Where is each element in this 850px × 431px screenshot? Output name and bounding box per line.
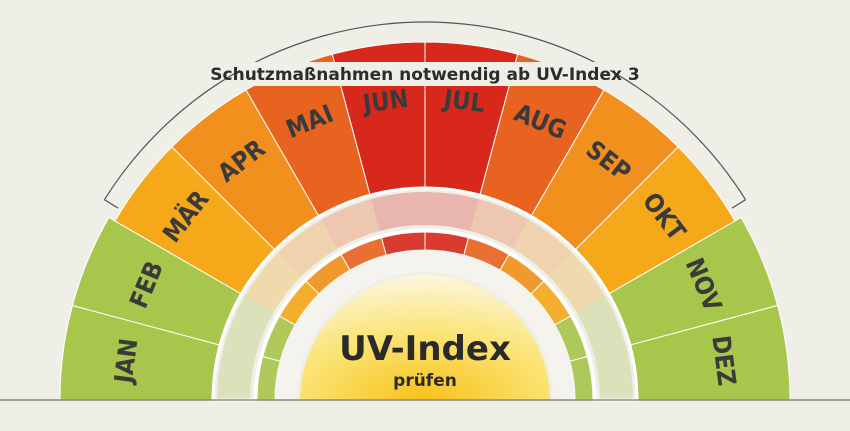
center-subtitle: prüfen [393, 371, 457, 391]
guide-tick [731, 199, 746, 209]
daily-band [321, 199, 380, 249]
guide-tick [104, 199, 119, 209]
daily-band [576, 296, 626, 355]
title-backdrop [240, 62, 610, 86]
daily-band [548, 252, 606, 313]
ring-frame [275, 250, 575, 400]
header-title: Schutzmaßnahmen notwendig ab UV-Index 3 [210, 65, 639, 85]
daily-band [217, 346, 256, 400]
daily-band [425, 192, 479, 231]
month-label: DEZ [706, 334, 741, 388]
daily-band [277, 219, 338, 277]
daily-band [224, 296, 274, 355]
month-label: JUL [440, 84, 486, 118]
sun [300, 275, 550, 400]
daily-band [470, 199, 529, 249]
month-label: JAN [109, 337, 144, 387]
month-label: JUN [359, 84, 410, 119]
guide-arc [103, 21, 747, 201]
daily-band [594, 346, 633, 400]
daily-band [371, 192, 425, 231]
center-title: UV-Index [339, 329, 511, 369]
daily-band [512, 219, 573, 277]
daily-band [244, 252, 302, 313]
band-frame [211, 186, 639, 402]
